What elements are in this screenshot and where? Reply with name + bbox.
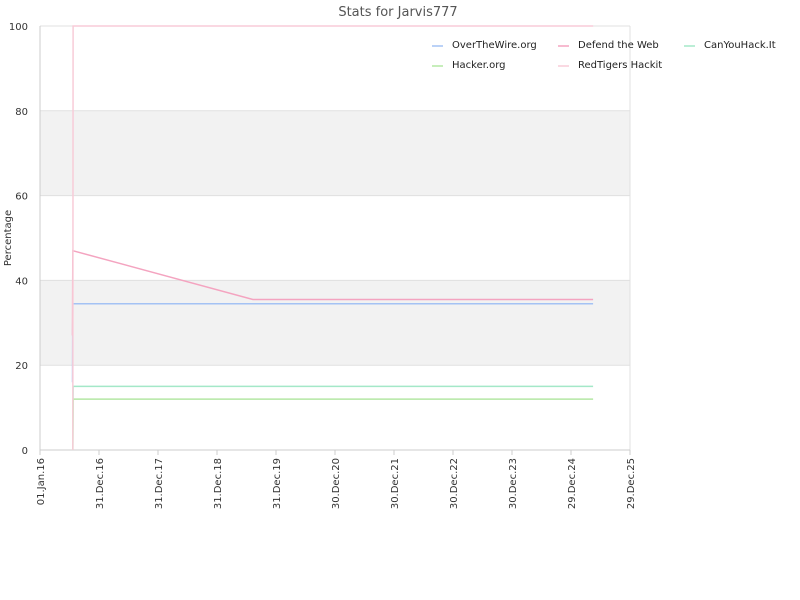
background-band <box>40 280 630 366</box>
x-tick-label: 30.Dec.23 <box>508 458 519 509</box>
legend-label: Hacker.org <box>452 60 506 71</box>
legend-label: OverTheWire.org <box>452 40 537 51</box>
series-line <box>72 25 594 451</box>
legend-label: RedTigers Hackit <box>578 60 662 71</box>
y-tick-label: 40 <box>15 276 28 287</box>
y-axis-label: Percentage <box>3 210 14 266</box>
x-tick-label: 30.Dec.21 <box>390 458 401 509</box>
y-tick-label: 80 <box>15 107 28 118</box>
y-tick-label: 20 <box>15 361 28 372</box>
legend-label: CanYouHack.It <box>704 40 776 51</box>
x-tick-label: 30.Dec.20 <box>331 458 342 509</box>
legend: OverTheWire.org Defend the Web CanYouHack.… <box>432 40 776 71</box>
legend-label: Defend the Web <box>578 40 659 51</box>
x-tick-label: 31.Dec.19 <box>272 458 283 509</box>
y-tick-labels: 0 20 40 60 80 100 <box>9 22 28 457</box>
x-tick-label: 29.Dec.25 <box>626 458 637 509</box>
chart-title: Stats for Jarvis777 <box>338 5 457 20</box>
y-tick-label: 0 <box>22 446 28 457</box>
series-lines <box>71 25 594 451</box>
x-tick-label: 31.Dec.17 <box>154 458 165 509</box>
background-bands <box>40 110 630 366</box>
x-tick-label: 31.Dec.16 <box>95 458 106 509</box>
x-tick-labels: 01.Jan.16 31.Dec.16 31.Dec.17 31.Dec.18 31.D… <box>36 450 637 509</box>
x-tick-label: 01.Jan.16 <box>36 458 47 505</box>
y-tick-label: 100 <box>9 22 28 33</box>
x-tick-label: 30.Dec.22 <box>449 458 460 509</box>
background-band <box>40 110 630 196</box>
series-line <box>72 398 594 451</box>
x-tick-label: 31.Dec.18 <box>213 458 224 509</box>
x-tick-label: 29.Dec.24 <box>567 458 578 509</box>
y-tick-label: 60 <box>15 192 28 203</box>
series-line <box>72 385 594 451</box>
